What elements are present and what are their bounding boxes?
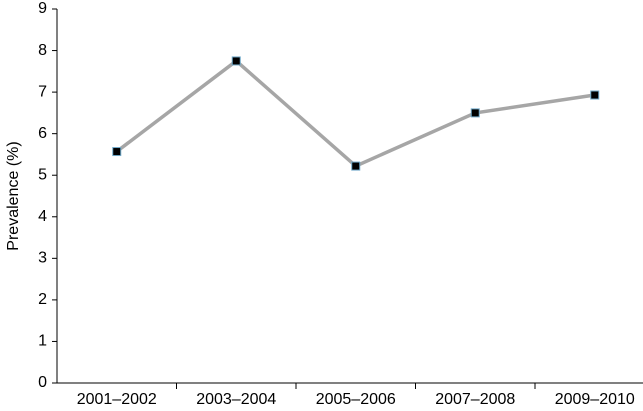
y-axis-label: Prevalence (%) [5, 141, 22, 250]
y-tick-label: 7 [38, 83, 47, 100]
y-tick-label: 4 [38, 208, 47, 225]
y-tick-label: 5 [38, 166, 47, 183]
marker [590, 90, 600, 100]
x-tick-label: 2003–2004 [196, 391, 276, 408]
x-tick-label: 2007–2008 [435, 391, 515, 408]
y-tick-label: 0 [38, 374, 47, 391]
marker [112, 147, 122, 157]
y-tick-label: 1 [38, 333, 47, 350]
y-tick-label: 8 [38, 42, 47, 59]
marker [351, 161, 361, 171]
marker [470, 108, 480, 118]
y-tick-label: 9 [38, 0, 47, 17]
x-tick-label: 2005–2006 [316, 391, 396, 408]
line [115, 58, 596, 169]
y-tick-label: 3 [38, 250, 47, 267]
x-tick-label: 2009–2010 [555, 391, 635, 408]
marker [231, 56, 241, 66]
y-tick-label: 2 [38, 291, 47, 308]
y-tick-label: 6 [38, 125, 47, 142]
x-tick-label: 2001–2002 [77, 391, 157, 408]
